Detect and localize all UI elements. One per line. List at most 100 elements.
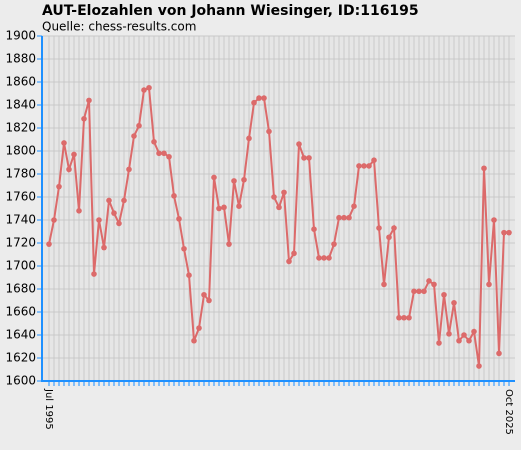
data-point (186, 272, 192, 279)
data-point (266, 128, 272, 135)
data-point (56, 183, 62, 190)
data-point (456, 337, 462, 344)
data-point (161, 150, 167, 157)
data-point (356, 163, 362, 169)
y-tick-label: 1880 (5, 52, 36, 66)
data-point (486, 281, 492, 288)
y-tick-label: 1780 (5, 167, 36, 181)
data-point (346, 214, 352, 221)
data-point (301, 155, 307, 161)
data-point (76, 208, 82, 214)
data-point (391, 225, 397, 231)
data-point (141, 87, 147, 93)
data-point (276, 204, 282, 211)
data-point (386, 234, 392, 241)
data-point (231, 178, 237, 184)
data-point (211, 174, 217, 181)
data-point (366, 163, 372, 169)
data-point (436, 340, 442, 346)
data-point (201, 291, 207, 298)
data-point (306, 155, 312, 161)
data-point (206, 297, 212, 304)
data-point (471, 328, 477, 335)
data-point (116, 220, 122, 227)
data-point (166, 153, 172, 160)
y-tick-label: 1720 (5, 236, 36, 250)
data-point (181, 245, 187, 252)
data-point (491, 217, 497, 223)
data-point (176, 216, 182, 222)
y-tick-label: 1760 (5, 190, 36, 204)
data-point (331, 241, 337, 247)
data-point (296, 141, 302, 147)
data-point (401, 314, 407, 321)
data-point (271, 194, 277, 200)
data-point (251, 99, 257, 106)
data-point (336, 214, 342, 221)
y-tick-label: 1820 (5, 121, 36, 135)
data-point (46, 241, 52, 247)
data-point (96, 217, 102, 223)
data-point (66, 166, 72, 173)
data-point (316, 255, 322, 261)
data-point (216, 205, 222, 212)
data-point (371, 157, 377, 163)
y-tick-label: 1600 (5, 374, 36, 388)
data-point (171, 193, 177, 199)
data-point (351, 203, 357, 209)
data-point (156, 150, 162, 157)
y-tick-label: 1640 (5, 328, 36, 342)
data-point (431, 281, 437, 288)
data-point (451, 300, 457, 306)
y-tick-label: 1840 (5, 98, 36, 112)
data-point (496, 350, 502, 357)
data-point (466, 337, 472, 344)
y-tick-label: 1800 (5, 144, 36, 158)
data-point (241, 176, 247, 183)
data-point (291, 250, 297, 257)
data-point (376, 225, 382, 231)
y-tick-label: 1700 (5, 259, 36, 273)
data-point (246, 135, 252, 142)
data-point (261, 95, 267, 101)
data-point (151, 139, 157, 145)
data-point (396, 314, 402, 321)
data-point (226, 241, 232, 247)
data-point (326, 255, 332, 261)
data-point (121, 197, 127, 204)
y-tick-label: 1860 (5, 75, 36, 89)
data-point (361, 163, 367, 169)
data-point (111, 210, 117, 216)
data-point (71, 151, 77, 158)
data-point (381, 281, 387, 288)
data-point (426, 278, 432, 284)
data-point (51, 217, 57, 223)
y-tick-label: 1660 (5, 305, 36, 319)
data-point (126, 166, 132, 173)
data-point (221, 204, 227, 211)
data-point (281, 189, 287, 196)
data-point (446, 331, 452, 337)
data-point (461, 332, 467, 338)
y-tick-label: 1900 (5, 29, 36, 43)
data-point (481, 165, 487, 172)
data-point (136, 122, 142, 129)
data-point (106, 197, 112, 204)
chart-title: AUT-Elozahlen von Johann Wiesinger, ID:1… (42, 3, 419, 19)
data-point (101, 244, 107, 251)
data-point (501, 229, 507, 236)
data-point (146, 84, 152, 91)
data-point (476, 363, 482, 369)
data-point (286, 258, 292, 265)
data-point (61, 140, 67, 146)
data-point (191, 337, 197, 344)
data-point (416, 288, 422, 295)
x-tick-label: Oct 2025 (503, 389, 514, 435)
data-point (81, 116, 87, 122)
x-tick-label: Jul 1995 (43, 388, 54, 430)
data-point (406, 314, 412, 321)
data-point (441, 291, 447, 298)
data-point (411, 288, 417, 295)
data-point (131, 133, 137, 139)
